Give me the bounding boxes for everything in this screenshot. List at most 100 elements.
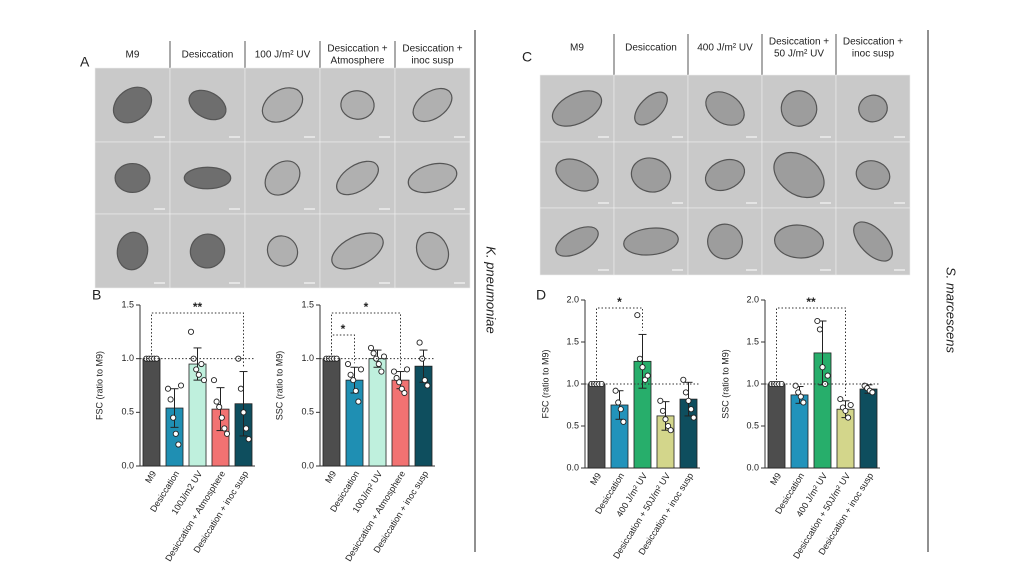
y-tick-label: 0.0 xyxy=(121,460,134,470)
y-tick-label: 1.5 xyxy=(301,299,314,309)
data-point xyxy=(240,409,247,416)
column-header: M9 xyxy=(570,43,584,54)
data-point xyxy=(355,398,362,405)
column-header: 400 J/m² UV xyxy=(697,43,753,54)
significance-label: * xyxy=(617,295,622,309)
x-tick-label: M9 xyxy=(143,469,158,485)
data-point xyxy=(350,377,357,384)
data-point xyxy=(172,430,179,437)
data-point xyxy=(795,389,802,396)
y-tick-label: 1.5 xyxy=(121,299,134,309)
cell xyxy=(780,90,818,127)
data-point xyxy=(367,344,375,351)
cell xyxy=(415,231,450,271)
data-point xyxy=(685,397,692,404)
significance-bracket xyxy=(596,307,643,380)
cell xyxy=(773,224,825,259)
cell xyxy=(188,89,227,121)
data-point xyxy=(639,364,646,371)
column-header: Desiccation + xyxy=(843,37,903,48)
data-point xyxy=(797,393,804,400)
data-point xyxy=(424,382,431,389)
cell xyxy=(707,223,743,260)
data-point xyxy=(842,407,849,414)
x-tick-label: M9 xyxy=(323,469,338,485)
data-point xyxy=(223,430,231,437)
y-axis-label: SSC (ratio to M9) xyxy=(720,349,730,419)
data-point xyxy=(869,389,876,396)
data-point xyxy=(370,350,377,357)
bar xyxy=(368,358,387,467)
column-header: Desiccation xyxy=(625,43,677,54)
significance-label: * xyxy=(341,322,346,336)
bar xyxy=(767,383,786,469)
bar xyxy=(859,388,878,469)
data-point xyxy=(659,407,666,414)
data-point xyxy=(615,399,622,406)
data-point xyxy=(175,441,182,448)
cell xyxy=(630,157,672,193)
y-tick-label: 0.5 xyxy=(121,407,134,417)
data-point xyxy=(213,398,220,405)
data-point xyxy=(390,368,398,375)
data-point xyxy=(216,403,223,411)
column-header: inoc susp xyxy=(411,56,454,67)
y-tick-label: 1.0 xyxy=(121,353,134,363)
data-point xyxy=(657,397,664,404)
data-point xyxy=(210,377,218,384)
bar xyxy=(142,358,161,467)
data-point xyxy=(170,414,177,421)
significance-label: * xyxy=(364,300,369,314)
data-point xyxy=(690,414,697,421)
column-header: Atmosphere xyxy=(331,56,385,67)
data-point xyxy=(398,385,405,392)
data-point xyxy=(357,366,365,373)
y-tick-label: 0.0 xyxy=(566,462,579,472)
data-point xyxy=(824,372,831,379)
cell xyxy=(551,90,603,127)
y-axis-label: FSC (ratio to M9) xyxy=(540,349,550,418)
y-tick-label: 1.0 xyxy=(566,378,579,388)
column-header: M9 xyxy=(126,50,140,61)
cell xyxy=(266,235,299,267)
bar xyxy=(322,358,341,467)
bar xyxy=(790,394,809,469)
cell xyxy=(340,90,375,120)
panel-label: C xyxy=(522,49,532,65)
y-tick-label: 0.5 xyxy=(566,420,579,430)
data-point xyxy=(164,385,172,392)
micrograph xyxy=(244,141,321,215)
column-header: Desiccation + xyxy=(402,44,462,55)
y-tick-label: 2.0 xyxy=(566,294,579,304)
data-point xyxy=(620,418,627,425)
data-point xyxy=(393,374,400,382)
data-point xyxy=(347,371,354,378)
column-header: 100 J/m² UV xyxy=(255,50,311,61)
data-point xyxy=(662,416,669,423)
y-axis-label: FSC (ratio to M9) xyxy=(94,351,104,420)
bar xyxy=(587,383,606,469)
data-point xyxy=(245,436,252,443)
data-point xyxy=(195,371,202,378)
data-point xyxy=(667,427,674,434)
data-point xyxy=(403,366,411,373)
cell xyxy=(412,87,453,123)
column-header: inoc susp xyxy=(852,49,895,60)
x-tick-label: M9 xyxy=(768,471,783,487)
data-point xyxy=(177,382,185,389)
cell xyxy=(189,233,226,269)
data-point xyxy=(688,406,695,413)
data-point xyxy=(680,376,687,383)
data-point xyxy=(814,317,821,325)
data-point xyxy=(636,355,643,362)
cell xyxy=(555,158,599,192)
y-tick-label: 0.0 xyxy=(301,460,314,470)
significance-label: ** xyxy=(806,295,816,309)
y-tick-label: 0.0 xyxy=(746,462,759,472)
significance-bracket xyxy=(331,312,401,368)
y-tick-label: 1.5 xyxy=(746,336,759,346)
species-label: K. pneumoniae xyxy=(484,246,499,333)
y-tick-label: 0.5 xyxy=(746,420,759,430)
data-point xyxy=(642,376,649,383)
data-point xyxy=(352,387,359,394)
